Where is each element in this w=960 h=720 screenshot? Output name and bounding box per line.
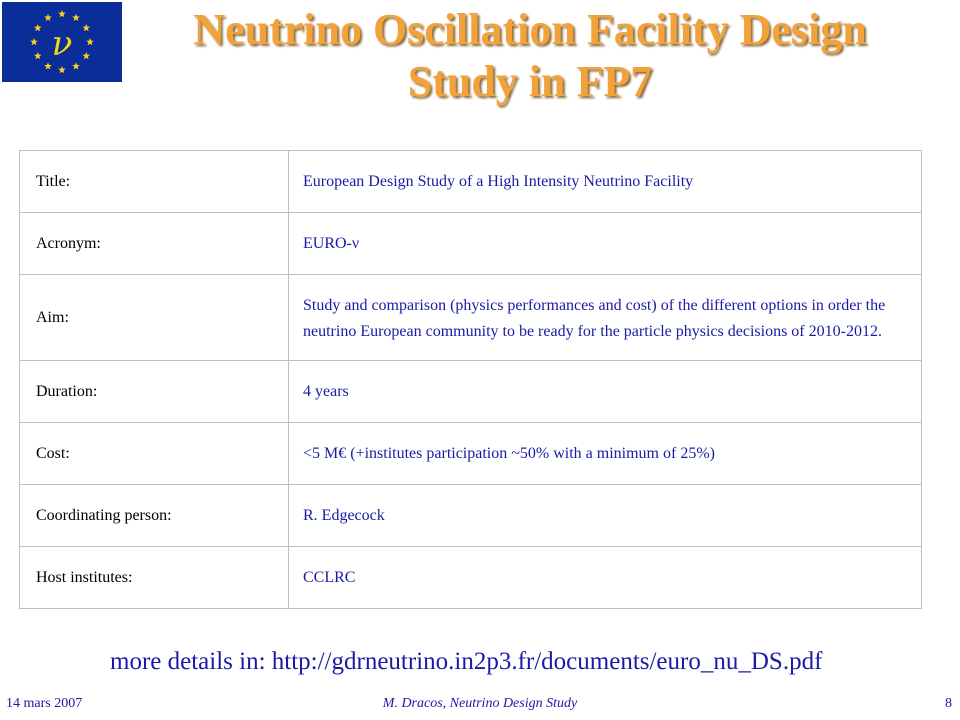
row-value: CCLRC	[288, 546, 922, 609]
star-icon	[82, 52, 91, 60]
row-label: Coordinating person:	[19, 484, 289, 547]
study-info-table: Title: European Design Study of a High I…	[19, 150, 922, 609]
star-icon	[58, 66, 66, 74]
footer-page-number: 8	[945, 696, 952, 711]
title-line-2: Study in FP7	[407, 57, 653, 106]
row-label: Title:	[19, 150, 289, 213]
row-value: <5 M€ (+institutes participation ~50% wi…	[288, 422, 922, 485]
more-details-link[interactable]: more details in: http://gdrneutrino.in2p…	[110, 648, 823, 675]
star-icon	[58, 10, 66, 18]
row-label: Duration:	[19, 360, 289, 423]
row-value: Study and comparison (physics performanc…	[288, 274, 922, 361]
star-icon	[82, 24, 91, 32]
star-icon	[86, 38, 94, 46]
row-label: Cost:	[19, 422, 289, 485]
star-icon	[44, 13, 52, 21]
table-row: Aim: Study and comparison (physics perfo…	[19, 274, 922, 361]
row-value: 4 years	[288, 360, 922, 423]
row-value: European Design Study of a High Intensit…	[288, 150, 922, 213]
table-row: Acronym: EURO-ν	[19, 212, 922, 275]
star-icon	[72, 13, 80, 21]
table-row: Duration: 4 years	[19, 360, 922, 423]
row-label: Aim:	[19, 274, 289, 361]
table-row: Cost: <5 M€ (+institutes participation ~…	[19, 422, 922, 485]
row-value: R. Edgecock	[288, 484, 922, 547]
footer-author: M. Dracos, Neutrino Design Study	[382, 696, 578, 711]
star-icon	[44, 62, 52, 70]
table-row: Coordinating person: R. Edgecock	[19, 484, 922, 547]
page-title: Neutrino Oscillation Facility Design Stu…	[130, 4, 930, 108]
nu-symbol: ν	[52, 24, 73, 64]
row-label: Acronym:	[19, 212, 289, 275]
star-icon	[72, 62, 80, 70]
table-row: Host institutes: CCLRC	[19, 546, 922, 609]
footer-date: 14 mars 2007	[6, 696, 83, 711]
star-icon	[30, 38, 38, 46]
table-row: Title: European Design Study of a High I…	[19, 150, 922, 213]
row-value: EURO-ν	[288, 212, 922, 275]
star-icon	[33, 52, 42, 60]
eu-flag-logo: ν	[2, 2, 122, 82]
row-label: Host institutes:	[19, 546, 289, 609]
eu-flag-nu-icon: ν	[2, 2, 122, 82]
title-line-1: Neutrino Oscillation Facility Design	[193, 5, 867, 54]
star-icon	[33, 24, 42, 32]
